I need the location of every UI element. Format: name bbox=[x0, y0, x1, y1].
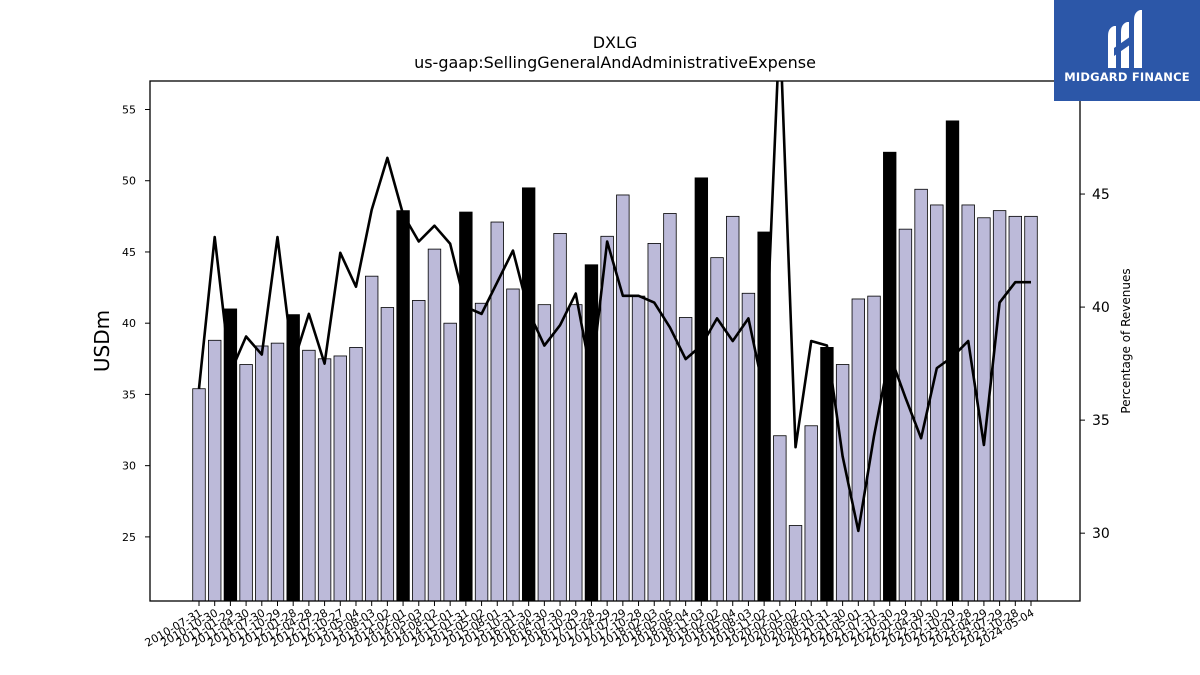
bar-2018-11-03 bbox=[694, 177, 709, 602]
bars-layer bbox=[192, 120, 1038, 602]
bar-2010-07-31 bbox=[192, 388, 206, 602]
bar-2015-05-02 bbox=[474, 302, 489, 602]
bar-2016-10-29 bbox=[569, 304, 583, 602]
bar-2022-01-29 bbox=[898, 228, 913, 602]
line-series-percentage-of-revenues bbox=[197, 81, 1031, 533]
y2-tick-label: 45 bbox=[1092, 187, 1110, 203]
bar-2024-05-04 bbox=[1024, 215, 1038, 602]
bar-2017-07-29 bbox=[616, 194, 630, 602]
bar-2022-04-30 bbox=[914, 188, 928, 602]
y-axis-left: 25 30 35 40 45 50 55 bbox=[122, 103, 150, 544]
y2-tick-label: 35 bbox=[1092, 413, 1110, 429]
bar-2014-11-01 bbox=[443, 322, 457, 602]
midgard-finance-logo: MIDGARD FINANCE bbox=[1054, 0, 1200, 101]
bar-2019-05-04 bbox=[726, 215, 740, 602]
bar-2021-07-31 bbox=[867, 295, 881, 602]
bar-2017-10-28 bbox=[631, 295, 646, 602]
bar-2013-11-02 bbox=[380, 307, 395, 602]
bar-2022-07-30 bbox=[930, 204, 944, 602]
bar-2016-07-30 bbox=[553, 233, 567, 602]
y-axis-label: USDm bbox=[90, 310, 114, 372]
line-layer bbox=[197, 81, 1031, 533]
bar-2013-08-03 bbox=[364, 275, 379, 602]
y2-tick-label: 40 bbox=[1092, 300, 1110, 316]
bar-2011-01-29 bbox=[223, 308, 238, 602]
bar-2020-05-02 bbox=[788, 525, 803, 602]
bar-2023-07-29 bbox=[992, 210, 1007, 602]
bar-2018-05-05 bbox=[663, 213, 677, 602]
bar-2015-01-31 bbox=[459, 211, 473, 602]
bar-2014-08-02 bbox=[427, 248, 442, 602]
bar-2013-05-04 bbox=[349, 347, 363, 602]
bar-2011-10-29 bbox=[270, 342, 285, 602]
y-tick-label: 50 bbox=[122, 175, 136, 188]
bar-2014-02-01 bbox=[396, 210, 410, 602]
y-axis-right: 30 35 40 45 bbox=[1080, 187, 1110, 542]
bar-2020-02-01 bbox=[773, 435, 787, 602]
bar-2011-07-30 bbox=[255, 345, 269, 602]
bar-2016-04-30 bbox=[537, 304, 552, 602]
bar-2019-02-02 bbox=[710, 257, 724, 602]
bar-2015-10-31 bbox=[506, 288, 520, 602]
bar-2012-04-28 bbox=[302, 349, 316, 602]
y-tick-label: 55 bbox=[122, 103, 136, 116]
y-tick-label: 40 bbox=[122, 317, 136, 330]
bar-2010-10-30 bbox=[208, 339, 222, 602]
bar-2023-10-28 bbox=[1008, 215, 1022, 602]
bar-2014-05-03 bbox=[412, 299, 426, 602]
logo-text: MIDGARD FINANCE bbox=[1064, 70, 1190, 84]
logo-mark-icon bbox=[1108, 10, 1142, 68]
chart-title: DXLG bbox=[593, 33, 638, 52]
y2-tick-label: 30 bbox=[1092, 526, 1110, 542]
bar-2012-07-28 bbox=[317, 358, 332, 602]
bar-2021-05-01 bbox=[851, 298, 865, 602]
chart-subtitle: us-gaap:SellingGeneralAndAdministrativeE… bbox=[414, 53, 816, 72]
y-tick-label: 25 bbox=[122, 531, 136, 544]
bar-2023-01-28 bbox=[961, 204, 975, 602]
bar-2020-08-01 bbox=[804, 425, 818, 602]
bar-2016-01-30 bbox=[521, 187, 536, 602]
bar-2017-01-28 bbox=[584, 264, 599, 602]
y-tick-label: 30 bbox=[122, 460, 136, 473]
bar-2018-02-03 bbox=[647, 243, 661, 602]
y-tick-label: 45 bbox=[122, 246, 136, 259]
bar-2012-10-27 bbox=[333, 355, 347, 602]
bar-2017-04-29 bbox=[600, 235, 614, 602]
bar-2015-08-01 bbox=[490, 221, 504, 602]
plot-frame bbox=[149, 80, 1081, 602]
bar-2011-04-30 bbox=[239, 364, 253, 602]
x-axis: 2010-07-312010-10-302011-01-292011-04-30… bbox=[143, 601, 1037, 650]
y2-axis-label: Percentage of Revenues bbox=[1119, 268, 1133, 413]
y-tick-label: 35 bbox=[122, 388, 136, 401]
